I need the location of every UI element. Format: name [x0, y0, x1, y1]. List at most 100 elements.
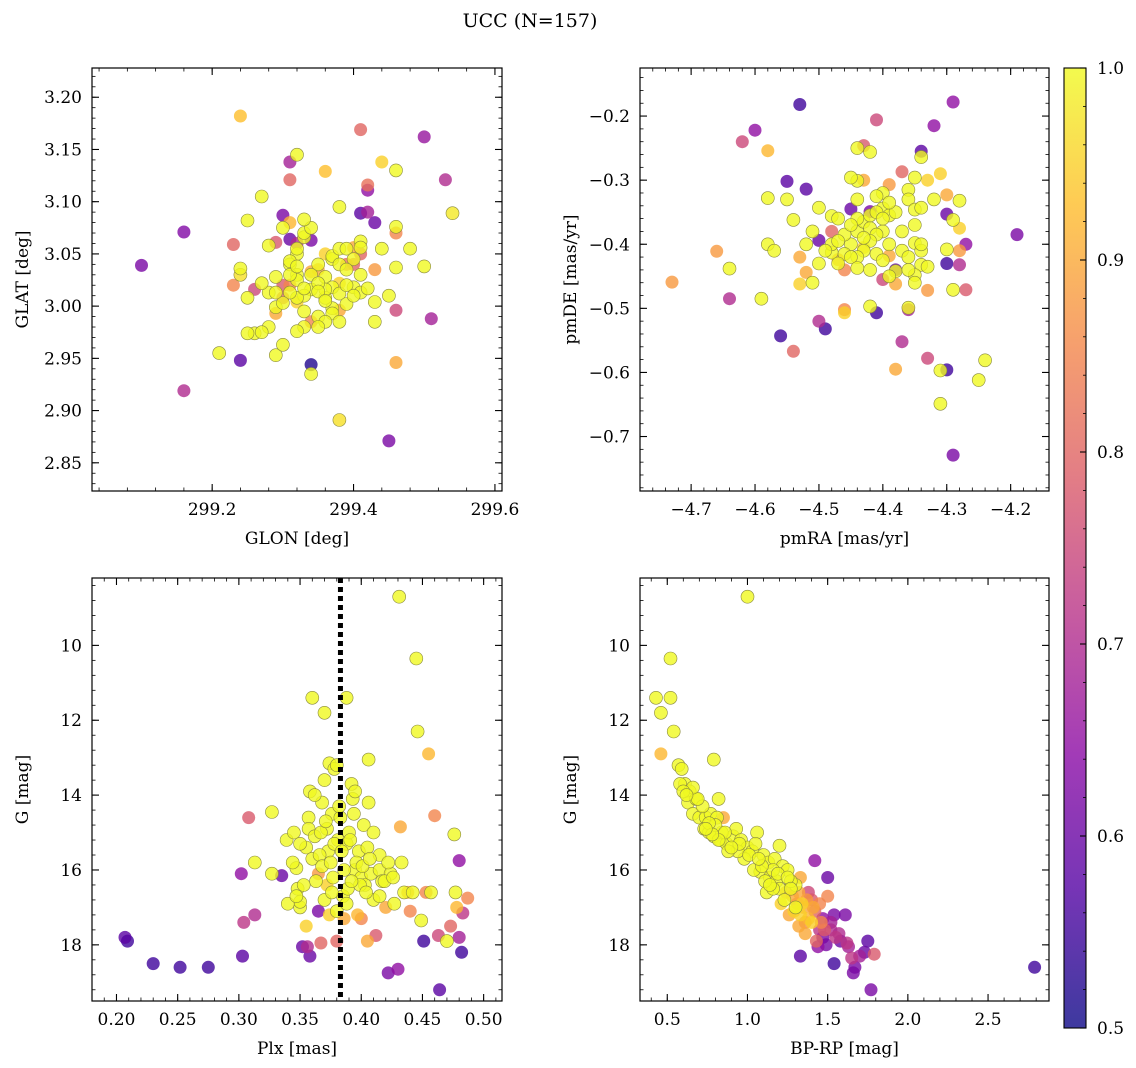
scatter-point: [304, 367, 318, 381]
scatter-point: [417, 130, 431, 144]
scatter-point: [276, 337, 290, 352]
scatter-point: [300, 940, 314, 954]
scatter-point: [946, 95, 960, 109]
scatter-point: [901, 192, 916, 207]
scatter-point: [921, 283, 935, 297]
scatter-point: [226, 238, 240, 251]
scatter-point: [831, 256, 845, 271]
scatter-point: [799, 182, 813, 196]
scatter-point: [346, 252, 361, 266]
scatter-point: [812, 256, 826, 271]
scatter-point: [265, 805, 279, 819]
x-tick-label: 2.5: [975, 1010, 1002, 1030]
y-axis-label: G [mag]: [561, 755, 581, 824]
scatter-point: [354, 123, 368, 137]
scatter-point: [649, 690, 663, 705]
scatter-point: [394, 855, 409, 870]
scatter-point: [933, 167, 947, 181]
y-tick-label: 18: [60, 936, 82, 956]
y-tick-label: −0.7: [589, 428, 630, 448]
scatter-point: [276, 296, 290, 310]
scatter-point: [304, 358, 318, 372]
scatter-point: [361, 178, 375, 192]
scatter-point: [381, 855, 396, 870]
y-tick-label: 3.05: [44, 245, 82, 265]
scatter-point: [927, 119, 941, 133]
scatter-point: [665, 275, 679, 289]
scatter-point: [361, 752, 376, 767]
y-tick-label: 10: [608, 636, 630, 656]
x-tick-label: −4.5: [798, 500, 839, 520]
scatter-point: [361, 795, 376, 810]
scatter-point: [761, 144, 775, 158]
scatter-point: [806, 900, 820, 914]
scatter-point: [326, 870, 340, 885]
scatter-point: [792, 919, 806, 933]
y-tick-label: −0.6: [589, 363, 630, 383]
y-tick-label: −0.5: [589, 299, 630, 319]
scatter-point: [793, 98, 807, 111]
scatter-point: [844, 170, 858, 185]
scatter-point: [452, 854, 466, 868]
scatter-point: [268, 348, 283, 363]
x-tick-label: −4.7: [670, 500, 711, 520]
scatter-point: [869, 189, 884, 203]
scatter-point: [850, 141, 865, 155]
scatter-point: [254, 325, 269, 340]
y-tick-label: 3.15: [44, 140, 82, 160]
scatter-point: [809, 934, 823, 948]
scatter-point: [360, 934, 374, 948]
scatter-point: [440, 934, 454, 948]
scatter-point: [332, 200, 347, 214]
scatter-point: [389, 260, 403, 275]
colorbar-gradient: [1063, 67, 1087, 1029]
x-axis-label: GLON [deg]: [245, 529, 349, 549]
scatter-point: [276, 221, 290, 235]
x-tick-label: 0.30: [220, 1010, 258, 1030]
scatter-point: [381, 966, 395, 980]
scatter-point: [864, 983, 878, 997]
scatter-point: [895, 224, 909, 239]
x-tick-label: 0.45: [404, 1010, 442, 1030]
scatter-point: [735, 135, 749, 149]
scatter-point: [351, 908, 365, 922]
scatter-point: [236, 949, 249, 963]
scatter-point: [706, 752, 721, 767]
scatter-point: [946, 282, 960, 297]
scatter-point: [392, 589, 407, 604]
scatter-point: [774, 329, 788, 343]
scatter-point: [422, 747, 436, 761]
scatter-point: [343, 833, 358, 847]
scatter-point: [748, 123, 762, 137]
scatter-point: [724, 840, 739, 855]
scatter-point: [863, 299, 877, 314]
scatter-point: [311, 284, 326, 299]
x-tick-label: 299.4: [329, 500, 378, 520]
x-tick-label: −4.2: [990, 500, 1031, 520]
scatter-point: [850, 192, 865, 207]
colorbar: 0.5 0.6 0.7 0.8 0.9 1.0: [1063, 59, 1124, 1039]
x-tick-label: 1.0: [734, 1010, 761, 1030]
scatter-point: [971, 373, 986, 387]
scatter-point: [888, 205, 903, 219]
colorbar-tick-label: 0.5: [1097, 1019, 1124, 1039]
scatter-point: [240, 213, 255, 228]
scatter-point: [177, 225, 191, 239]
scatter-point: [356, 818, 371, 832]
scatter-point: [389, 220, 403, 234]
x-tick-label: −4.3: [926, 500, 967, 520]
scatter-point: [654, 705, 668, 720]
axes-frame: [639, 577, 1050, 1002]
scatter-point: [666, 724, 681, 739]
scatter-point: [895, 335, 909, 349]
scatter-point: [248, 855, 262, 870]
scatter-point: [1028, 960, 1042, 974]
scatter-point: [374, 241, 389, 256]
scatter-point: [233, 109, 247, 123]
scatter-point: [461, 891, 475, 905]
y-tick-label: −0.4: [589, 235, 630, 255]
scatter-point: [805, 224, 820, 239]
scatter-point: [450, 900, 464, 914]
scatter-point: [375, 155, 389, 169]
